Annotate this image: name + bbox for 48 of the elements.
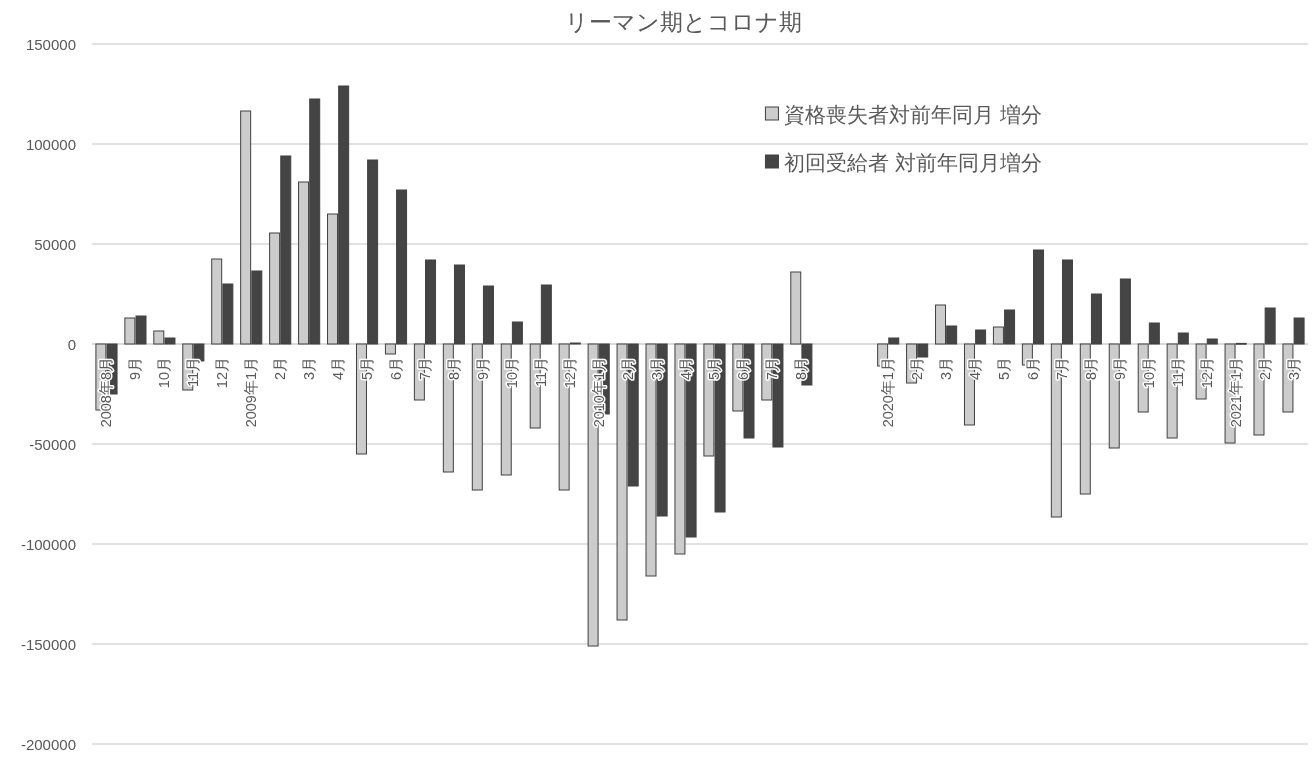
x-tick-label: 2021年1月 [1227,357,1244,428]
y-tick-label: 150000 [25,35,76,53]
x-tick-label: 2010年1月 [590,357,607,428]
x-tick-label: 7月 [764,357,781,381]
x-tick-label: 12月 [561,357,578,389]
x-tick-label: 2020年1月 [880,357,897,428]
y-tick-label: 100000 [25,135,76,153]
x-tick-label: 2008年8月 [98,357,115,428]
x-tick-label: 10月 [503,357,520,389]
x-tick-label: 10月 [156,357,173,389]
x-tick-label: 3月 [1285,357,1302,381]
x-tick-label: 2009年1月 [243,357,260,428]
x-tick-label: 2月 [619,357,636,381]
x-tick-label: 12月 [214,357,231,389]
x-tick-label: 6月 [388,357,404,381]
x-tick-label: 10月 [1140,357,1157,389]
x-tick-label: 4月 [677,357,694,381]
x-tick-label: 5月 [359,357,376,381]
y-tick-label: -50000 [29,435,76,453]
x-tick-label: 11月 [185,357,202,388]
x-tick-label: 11月 [532,357,549,388]
y-tick-label: -150000 [20,635,76,653]
x-tick-label: 11月 [1169,357,1186,388]
x-tick-label: 5月 [996,357,1012,381]
x-tick-label: 2月 [909,357,926,381]
y-tick-label: -100000 [20,535,76,553]
y-tick-label: -200000 [20,735,76,753]
x-tick-label: 9月 [474,357,491,381]
x-tick-label: 4月 [330,357,347,381]
legend-label: 資格喪失者対前年同月 増分 [784,102,1043,126]
legend-label: 初回受給者 対前年同月増分 [784,150,1043,174]
x-tick-label: 2月 [1256,357,1273,381]
x-tick-label: 3月 [648,357,665,381]
x-tick-label: 9月 [127,357,144,381]
y-tick-label: 50000 [34,235,76,253]
x-tick-label: 8月 [793,357,810,381]
x-tick-label: 9月 [1111,357,1128,381]
x-tick-label: 3月 [938,357,955,381]
x-tick-label: 7月 [416,357,433,381]
x-tick-label: 3月 [301,357,318,381]
x-tick-label: 12月 [1198,357,1215,389]
x-tick-label: 6月 [1024,357,1041,381]
x-tick-label: 4月 [967,357,984,381]
y-tick-label: 0 [67,335,76,353]
x-tick-label: 5月 [706,357,723,381]
x-tick-label: 6月 [735,357,752,381]
title: リーマン期とコロナ期 [564,9,802,35]
x-tick-label: 2月 [272,357,289,381]
